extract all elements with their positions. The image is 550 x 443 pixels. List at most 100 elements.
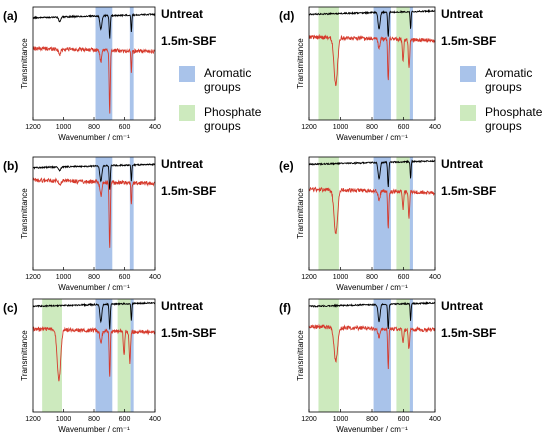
panel-label: (f) [279,301,291,315]
band-highlight [396,157,410,270]
series-label: Untreat [441,299,483,313]
band-highlight [42,299,62,412]
band-highlight [409,7,413,120]
band-highlight [373,7,391,120]
x-axis-label: Wavenumber / cm⁻¹ [336,283,408,292]
series-label: 1.5m-SBF [441,34,496,48]
x-tick-label: 400 [149,124,161,131]
series-line [32,177,156,248]
x-tick-label: 400 [429,274,441,281]
legend-swatch [179,66,195,82]
x-tick-label: 1000 [56,274,72,281]
series-line [308,8,436,37]
x-axis-label: Wavenumber / cm⁻¹ [336,425,408,434]
x-tick-label: 1200 [301,124,317,131]
x-tick-label: 1000 [333,124,349,131]
series-line [32,326,156,382]
legend-label: groups [485,80,522,94]
band-highlight [95,7,113,120]
y-axis-label: Transmittance [20,188,29,239]
panel-label: (d) [279,9,294,23]
series-line [308,159,436,188]
x-tick-label: 400 [149,416,161,423]
band-highlight [318,299,339,412]
series-line [32,301,156,330]
band-highlight [409,157,413,270]
plot-frame [32,6,156,121]
x-tick-label: 400 [429,124,441,131]
legend-label: groups [204,80,241,94]
y-axis-label: Transmittance [296,330,305,381]
y-axis-label: Transmittance [296,188,305,239]
band-highlight [318,7,339,120]
legend-swatch [460,105,476,121]
x-axis-label: Wavenumber / cm⁻¹ [58,425,130,434]
x-tick-label: 600 [398,124,410,131]
legend-label: groups [485,119,522,133]
legend-label: Phosphate [204,105,262,119]
x-tick-label: 800 [88,274,100,281]
x-tick-label: 800 [88,416,100,423]
series-label: 1.5m-SBF [161,34,216,48]
series-label: Untreat [441,157,483,171]
band-highlight [318,157,339,270]
x-tick-label: 600 [398,416,410,423]
x-tick-label: 800 [366,416,378,423]
series-line [32,45,156,114]
series-label: 1.5m-SBF [441,184,496,198]
chart-panel: 1200 1000 800 600 400 Wavenumber / cm⁻¹ Transm… [279,156,496,292]
x-tick-label: 800 [366,274,378,281]
legend: AromaticgroupsPhosphategroupsAromaticgro… [179,66,543,133]
series-line [308,323,436,370]
x-tick-label: 1200 [301,274,317,281]
series-label: 1.5m-SBF [161,184,216,198]
chart-panel: 1200 1000 800 600 400 Wavenumber / cm⁻¹ Transm… [279,298,496,434]
series-label: Untreat [161,157,203,171]
x-tick-label: 600 [119,274,131,281]
band-highlight [396,299,410,412]
chart-panel: 1200 1000 800 600 400 Wavenumber / cm⁻¹ Transm… [3,156,216,292]
band-highlight [396,7,410,120]
series-label: Untreat [161,7,203,21]
band-highlight [373,157,391,270]
x-tick-label: 600 [119,124,131,131]
x-axis-label: Wavenumber / cm⁻¹ [58,283,130,292]
y-axis-label: Transmittance [296,38,305,89]
band-highlight [130,299,134,412]
band-highlight [409,299,413,412]
panel-label: (c) [3,301,18,315]
x-tick-label: 1200 [25,274,41,281]
legend-swatch [179,105,195,121]
x-tick-label: 1000 [333,274,349,281]
x-tick-label: 600 [398,274,410,281]
series-label: Untreat [441,7,483,21]
x-tick-label: 1200 [25,416,41,423]
series-label: 1.5m-SBF [161,326,216,340]
x-tick-label: 800 [366,124,378,131]
legend-swatch [460,66,476,82]
panel-label: (a) [3,9,18,23]
series-line [32,12,156,39]
band-highlight [373,299,391,412]
chart-panel: 1200 1000 800 600 400 Wavenumber / cm⁻¹ Transm… [3,6,216,142]
x-axis-label: Wavenumber / cm⁻¹ [58,133,130,142]
chart-panels: 1200 1000 800 600 400 Wavenumber / cm⁻¹ Transm… [3,6,496,434]
x-tick-label: 1000 [333,416,349,423]
legend-label: Aromatic [485,66,532,80]
x-tick-label: 1200 [25,124,41,131]
series-label: 1.5m-SBF [441,326,496,340]
legend-label: Phosphate [485,105,543,119]
chart-panel: 1200 1000 800 600 400 Wavenumber / cm⁻¹ Transm… [3,298,216,434]
series-line [32,163,156,190]
y-axis-label: Transmittance [20,330,29,381]
x-tick-label: 800 [88,124,100,131]
x-tick-label: 1000 [56,416,72,423]
chart-panel: 1200 1000 800 600 400 Wavenumber / cm⁻¹ Transm… [279,6,496,142]
series-label: Untreat [161,299,203,313]
series-line [308,186,436,235]
band-highlight [95,299,113,412]
panel-label: (e) [279,159,294,173]
band-highlight [95,157,113,270]
legend-label: Aromatic [204,66,251,80]
